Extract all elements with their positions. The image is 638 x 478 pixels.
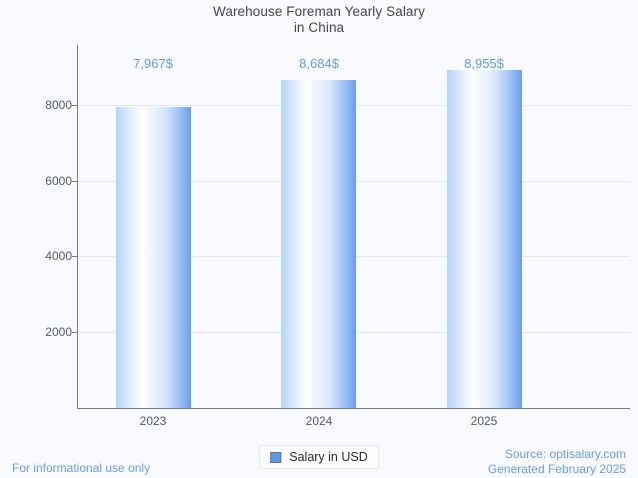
y-tick-mark-6000	[72, 180, 78, 182]
y-axis-line	[77, 45, 78, 409]
x-tick-label-2024: 2024	[305, 414, 333, 428]
y-tick-label-6000: 6000	[45, 173, 72, 188]
y-tick-mark-4000	[72, 256, 78, 257]
y-tick-label-8000: 8000	[45, 98, 72, 112]
chart-title-line-2: in China	[293, 20, 345, 35]
bar-2024[interactable]	[281, 80, 356, 408]
y-axis-ticks: 8000 6000 4000 2000	[0, 0, 72, 478]
bar-value-2025: 8,955$	[464, 56, 504, 71]
y-tick-label-4000: 4000	[45, 249, 72, 263]
y-tick-label-2000: 2000	[45, 324, 72, 339]
chart-legend[interactable]: Salary in USD	[259, 445, 379, 469]
chart-title-line-1: Warehouse Foreman Yearly Salary	[213, 4, 425, 19]
bar-value-2024: 8,684$	[299, 56, 339, 71]
x-axis-line	[78, 408, 630, 409]
y-tick-mark-2000	[72, 331, 78, 333]
plot-area	[78, 45, 630, 408]
legend-swatch-icon	[270, 451, 282, 463]
bar-value-2023: 7,967$	[133, 56, 173, 71]
x-tick-label-2025: 2025	[470, 414, 498, 428]
bar-2025[interactable]	[447, 70, 522, 408]
legend-item-label: Salary in USD	[289, 450, 368, 464]
chart-title: Warehouse Foreman Yearly Salary in China	[0, 4, 638, 36]
source-block: Source: optisalary.com Generated Februar…	[488, 447, 626, 477]
generated-date-text: Generated February 2025	[487, 462, 626, 476]
bar-2023[interactable]	[116, 107, 191, 408]
y-tick-mark-8000	[72, 105, 78, 106]
x-tick-label-2023: 2023	[139, 414, 167, 428]
disclaimer-text: For informational use only	[12, 461, 151, 475]
source-text: Source: optisalary.com	[504, 447, 626, 461]
